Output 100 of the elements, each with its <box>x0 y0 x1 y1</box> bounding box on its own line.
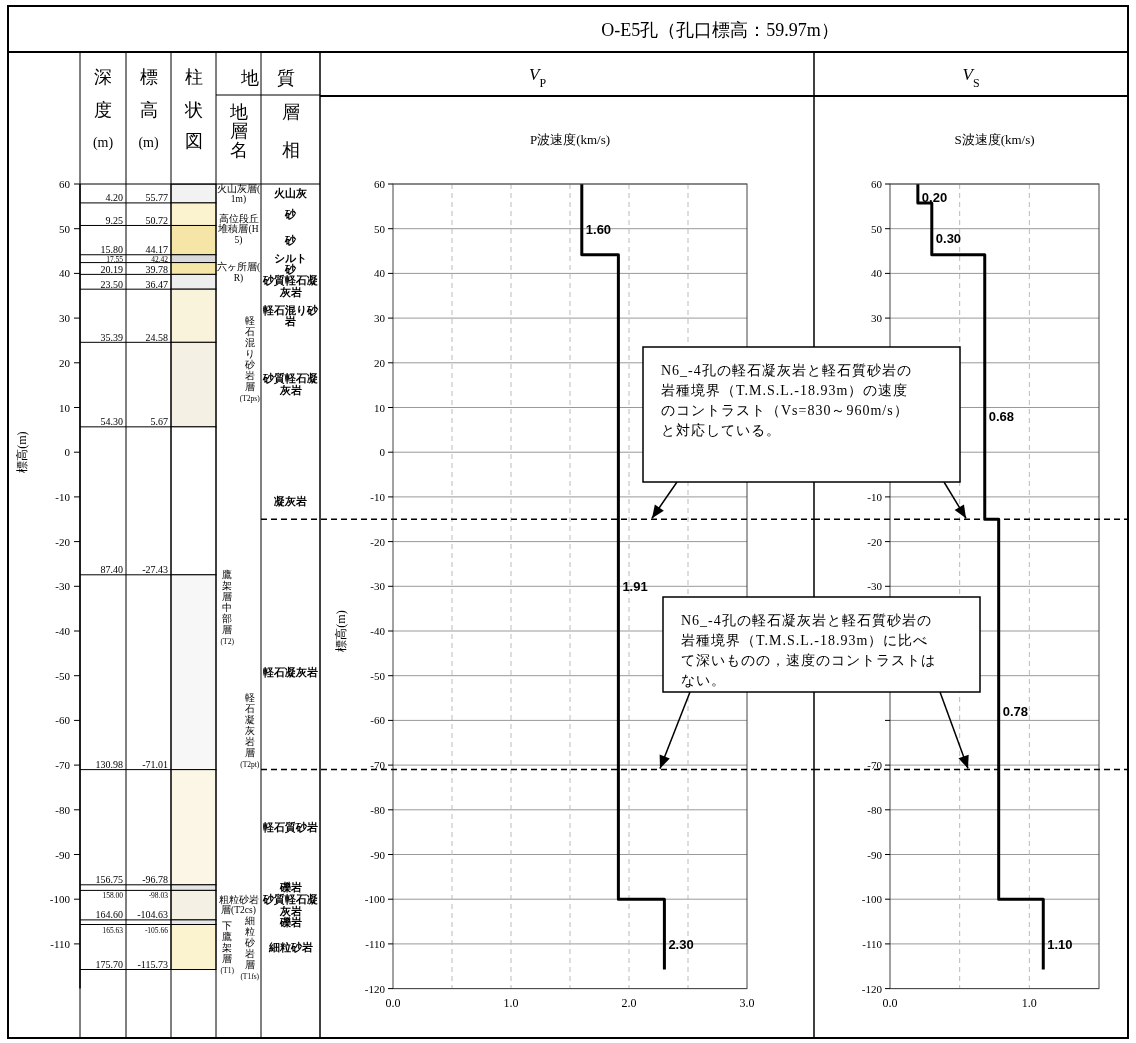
x-tick-label: 2.0 <box>621 995 637 1010</box>
annotation: 9.25 <box>105 214 123 226</box>
annotation: 15.80 <box>100 244 123 256</box>
y-tick-label: -20 <box>370 535 386 548</box>
annotation: 礫岩 <box>278 881 302 894</box>
x-axis-title: P波速度(km/s) <box>529 132 611 147</box>
y-tick-label: -120 <box>861 982 883 995</box>
y-tick-label: -110 <box>365 937 386 950</box>
x-tick-label: 地層名 <box>228 102 248 160</box>
y-tick-label: -10 <box>867 490 883 503</box>
y-tick-label: -10 <box>55 490 71 503</box>
annotation: 23.50 <box>100 278 123 290</box>
x-tick-label: 層相 <box>281 102 300 160</box>
annotation: 軽石混り砂岩 <box>262 303 319 328</box>
annotation: 1.60 <box>585 221 612 237</box>
y-tick-label: 50 <box>871 222 883 235</box>
y-tick-label: 0 <box>379 446 386 459</box>
y-tick-label: -70 <box>867 759 883 772</box>
y-tick-label: -60 <box>370 714 386 727</box>
annotation: 砂 <box>284 207 297 220</box>
annotation: 砂質軽石凝灰岩 <box>262 274 318 298</box>
y-tick-label: -100 <box>49 893 71 906</box>
y-tick-label: -70 <box>370 759 386 772</box>
y-tick-label: -90 <box>370 848 386 861</box>
annotation: 軽石凝灰岩 <box>262 665 318 678</box>
chart-subtitle: V$_{P}$ <box>528 65 547 90</box>
y-tick-label: 40 <box>871 267 883 280</box>
annotation: -71.01 <box>142 759 168 771</box>
y-tick-label: 30 <box>374 312 386 325</box>
x-tick-label: 3.0 <box>739 995 755 1010</box>
annotation: 2.30 <box>668 936 694 952</box>
annotation: 156.75 <box>95 874 123 886</box>
y-tick-label: -20 <box>55 535 71 548</box>
y-tick-label: 30 <box>871 312 883 325</box>
x-tick-label: 標高(m) <box>138 67 159 151</box>
annotation: 凝灰岩 <box>274 494 307 507</box>
annotation: 175.70 <box>95 959 123 971</box>
x-tick-label: 0.0 <box>385 995 401 1010</box>
annotation: 細粒砂岩 <box>267 940 313 953</box>
annotation: -115.73 <box>137 959 168 971</box>
annotation: シルト <box>274 253 307 265</box>
annotation: 130.98 <box>95 759 123 771</box>
y-tick-label: 30 <box>59 312 71 325</box>
annotation: 35.39 <box>100 331 123 343</box>
annotation: 砂 <box>284 263 297 276</box>
y-tick-label: -110 <box>50 937 71 950</box>
chart-title: O-E5孔（孔口標高：59.97m） <box>601 20 839 40</box>
text: 地 質 <box>240 68 295 88</box>
y-tick-label: -60 <box>55 714 71 727</box>
y-tick-label: 20 <box>59 356 71 369</box>
annotation: 5.67 <box>150 416 168 428</box>
x-tick-label: 0.0 <box>882 995 898 1010</box>
annotation: -104.63 <box>137 909 168 921</box>
annotation: 六ヶ所層(R) <box>216 261 261 284</box>
y-tick-label: -30 <box>55 580 71 593</box>
annotation: 0.78 <box>1002 704 1028 720</box>
y-tick-label: 60 <box>59 178 71 190</box>
x-tick-label: 柱状図 <box>183 67 203 151</box>
y-tick-label: -30 <box>370 580 386 593</box>
annotation: 20.19 <box>100 263 123 275</box>
x-tick-label: 1.0 <box>503 995 519 1010</box>
annotation: 1.91 <box>622 579 648 595</box>
annotation: 50.72 <box>145 214 168 226</box>
y-tick-label: -70 <box>55 759 71 772</box>
annotation: N6_-4孔の軽石凝灰岩と軽石質砂岩の岩種境界（T.M.S.L.-18.93m）に比べて深いものの，速度のコントラストはない。 <box>681 613 936 688</box>
annotation: 4.20 <box>105 192 123 204</box>
annotation: 87.40 <box>100 564 123 576</box>
x-tick-label: 1.0 <box>1021 995 1037 1010</box>
y-tick-label: 0 <box>64 446 71 459</box>
y-tick-label: 10 <box>59 401 71 414</box>
y-tick-label: -80 <box>867 803 883 816</box>
annotation: 55.77 <box>145 192 168 204</box>
annotation: 火山灰層(1m) <box>216 182 261 206</box>
y-tick-label: 40 <box>374 267 386 280</box>
y-axis-title: 標高(m) <box>15 431 29 473</box>
y-tick-label: 50 <box>374 222 386 235</box>
y-tick-label: -90 <box>55 848 71 861</box>
annotation: 54.30 <box>100 416 123 428</box>
annotation: 砂質軽石凝灰岩 <box>262 893 318 917</box>
annotation: -96.78 <box>142 874 168 886</box>
y-tick-label: 50 <box>59 222 71 235</box>
annotation: 39.78 <box>145 263 168 275</box>
y-tick-label: -50 <box>55 669 71 682</box>
y-tick-label: 60 <box>374 178 386 190</box>
x-tick-label: 深度(m) <box>92 67 114 151</box>
x-axis-title: S波速度(km/s) <box>954 132 1035 147</box>
y-axis-title: 標高(m) <box>334 610 348 652</box>
y-tick-label: -10 <box>370 490 386 503</box>
y-tick-label: 60 <box>871 178 883 190</box>
y-tick-label: -40 <box>55 625 71 637</box>
y-tick-label: -80 <box>55 803 71 816</box>
y-tick-label: -90 <box>867 848 883 861</box>
annotation: N6_-4孔の軽石凝灰岩と軽石質砂岩の岩種境界（T.M.S.L.-18.93m）の速度のコントラスト（Vs=830～960m/s）と対応している。 <box>661 363 912 438</box>
y-tick-label: 40 <box>59 267 71 280</box>
annotation: 36.47 <box>145 278 168 290</box>
annotation: 高位段丘堆積層(H5) <box>217 212 259 246</box>
y-tick-label: -100 <box>364 893 386 906</box>
y-tick-label: -30 <box>867 580 883 593</box>
annotation: 1.10 <box>1047 936 1073 952</box>
y-tick-label: -40 <box>370 625 386 637</box>
